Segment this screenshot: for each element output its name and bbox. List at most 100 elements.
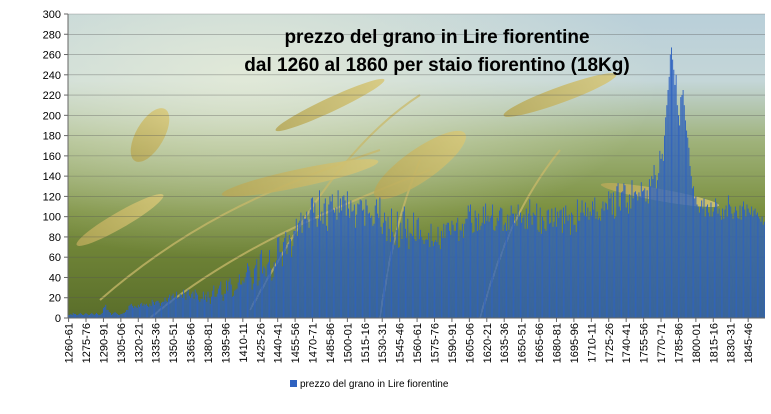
- bar: [523, 215, 524, 318]
- bar: [558, 218, 559, 318]
- bar: [208, 292, 209, 318]
- bar: [204, 300, 205, 318]
- bar: [406, 238, 407, 318]
- bar: [583, 213, 584, 318]
- bar: [230, 278, 231, 318]
- bar: [417, 220, 418, 318]
- bar: [246, 272, 247, 318]
- bar: [568, 221, 569, 318]
- chart-title-line1: prezzo del grano in Lire fiorentine: [284, 27, 589, 48]
- bar: [197, 295, 198, 318]
- x-tick-label: 1485-86: [325, 323, 337, 363]
- bar: [628, 214, 629, 318]
- bar: [470, 205, 471, 318]
- bar: [305, 219, 306, 318]
- bar: [283, 242, 284, 318]
- bar: [162, 302, 163, 318]
- bar: [348, 209, 349, 318]
- bar: [282, 266, 283, 318]
- bar: [632, 180, 633, 318]
- bar: [478, 214, 479, 318]
- bar: [540, 208, 541, 318]
- bar: [108, 310, 109, 318]
- x-tick-label: 1335-36: [151, 323, 163, 363]
- bar: [464, 224, 465, 318]
- bar: [460, 230, 461, 318]
- bar: [546, 231, 547, 318]
- bar: [457, 218, 458, 318]
- bar: [91, 313, 92, 318]
- bar: [269, 250, 270, 318]
- bar: [642, 191, 643, 318]
- bar: [697, 205, 698, 318]
- bar: [577, 199, 578, 318]
- bar: [180, 294, 181, 318]
- bar: [606, 203, 607, 318]
- bar: [350, 200, 351, 318]
- bar: [278, 237, 279, 318]
- bar: [104, 307, 105, 318]
- bar: [268, 262, 269, 318]
- bar: [648, 203, 649, 318]
- bar: [138, 305, 139, 318]
- bar: [420, 230, 421, 318]
- bar: [117, 314, 118, 318]
- bar: [532, 225, 533, 318]
- bar: [637, 200, 638, 318]
- bar: [386, 241, 387, 318]
- bar: [766, 227, 767, 318]
- y-tick-label: 120: [43, 191, 61, 203]
- bar: [93, 314, 94, 318]
- bar: [749, 213, 750, 318]
- bar: [469, 212, 470, 318]
- bar: [563, 208, 564, 318]
- bar: [614, 219, 615, 318]
- bar: [461, 231, 462, 318]
- bar: [655, 175, 656, 318]
- bar: [189, 296, 190, 318]
- bar: [175, 297, 176, 318]
- bar: [202, 299, 203, 318]
- bar: [327, 231, 328, 318]
- bar: [604, 211, 605, 318]
- bar: [419, 239, 420, 318]
- bar: [678, 115, 679, 318]
- bar: [357, 203, 358, 318]
- bar: [497, 218, 498, 318]
- x-tick-label: 1575-76: [430, 323, 442, 363]
- bar: [132, 306, 133, 318]
- y-tick-label: 300: [43, 9, 61, 21]
- bar: [618, 183, 619, 318]
- bar: [511, 206, 512, 318]
- bar: [700, 207, 701, 318]
- bar: [168, 298, 169, 318]
- legend: prezzo del grano in Lire fiorentine: [290, 379, 449, 390]
- bar: [644, 188, 645, 318]
- bar: [740, 206, 741, 318]
- bar: [96, 313, 97, 318]
- bar: [384, 213, 385, 318]
- bar: [241, 285, 242, 318]
- bar: [675, 85, 676, 318]
- bar: [598, 220, 599, 318]
- bar: [238, 283, 239, 318]
- bar: [81, 314, 82, 318]
- bar: [709, 217, 710, 318]
- bar: [433, 246, 434, 318]
- bar: [729, 205, 730, 318]
- bar: [288, 244, 289, 318]
- bar: [103, 308, 104, 318]
- bar: [178, 298, 179, 318]
- bar: [253, 284, 254, 318]
- legend-swatch: [290, 380, 297, 387]
- bar: [484, 224, 485, 318]
- bar: [173, 294, 174, 318]
- bar: [422, 240, 423, 318]
- bar: [462, 224, 463, 318]
- bar: [756, 215, 757, 318]
- bar: [699, 213, 700, 318]
- bar: [209, 298, 210, 318]
- bar: [763, 225, 764, 318]
- bar: [284, 238, 285, 318]
